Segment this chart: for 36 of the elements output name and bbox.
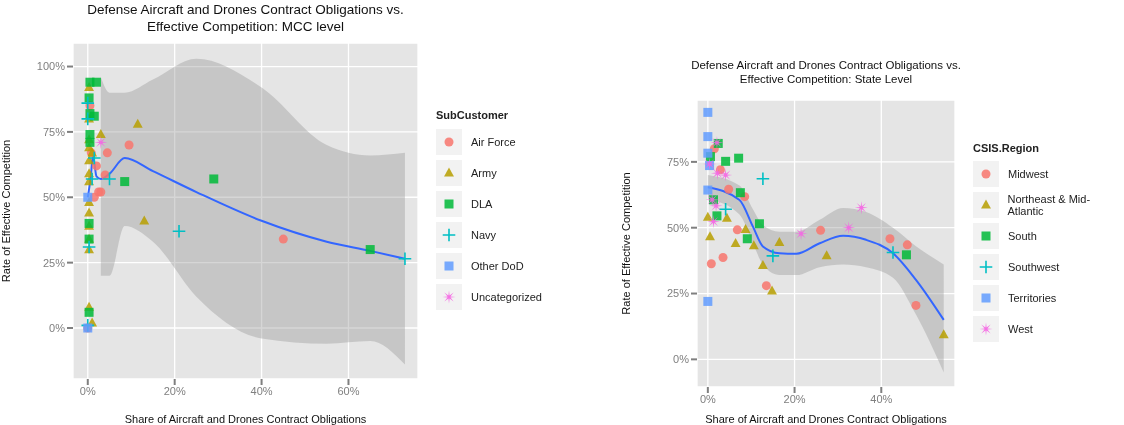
x-axis-title: Share of Aircraft and Drones Contract Obligations (705, 413, 948, 425)
y-tick-label: 100% (36, 60, 66, 73)
legend-label: Midwest (1008, 168, 1049, 180)
legend-title: CSIS.Region (973, 141, 1040, 154)
x-tick-label: 0% (79, 384, 96, 397)
legend-label: Army (471, 166, 497, 179)
legend-label: South (1008, 230, 1037, 242)
legend-title: SubCustomer (436, 109, 510, 121)
x-tick-label: 40% (870, 392, 893, 405)
y-axis-title: Rate of Effective Competition (619, 172, 632, 315)
legend-label: Other DoD (471, 259, 524, 272)
x-tick-label: 60% (337, 384, 360, 397)
legend-label: Uncategorized (471, 290, 542, 303)
chart-title: Defense Aircraft and Drones Contract Obligations vs. Effective Competition: State Level (690, 58, 962, 86)
x-tick-label: 20% (163, 384, 186, 397)
chart-title: Defense Aircraft and Drones Contract Obligations vs. Effective Competition: MCC level (86, 1, 405, 35)
y-tick-label: 0% (673, 353, 690, 366)
y-tick-label: 75% (42, 125, 66, 138)
legend-label: DLA (471, 197, 493, 210)
y-tick-label: 50% (666, 221, 690, 234)
y-tick-label: 75% (666, 155, 690, 168)
legend-label: Navy (471, 228, 497, 241)
x-tick-label: 40% (250, 384, 273, 397)
legend-label: West (1008, 323, 1033, 335)
y-tick-label: 0% (49, 321, 66, 334)
y-tick-label: 25% (42, 256, 66, 269)
x-tick-label: 20% (783, 392, 806, 405)
y-tick-label: 25% (666, 287, 690, 300)
x-axis-title: Share of Aircraft and Drones Contract Obligations (124, 413, 367, 425)
legend-label: Air Force (471, 135, 516, 148)
y-tick-label: 50% (42, 191, 66, 204)
x-tick-label: 0% (699, 392, 716, 405)
legend-label: Northeast & Mid-Atlantic (1007, 193, 1092, 217)
legend-label: Southwest (1008, 261, 1060, 273)
y-axis-title: Rate of Effective Competition (0, 139, 12, 283)
legend-label: Territories (1008, 292, 1057, 304)
